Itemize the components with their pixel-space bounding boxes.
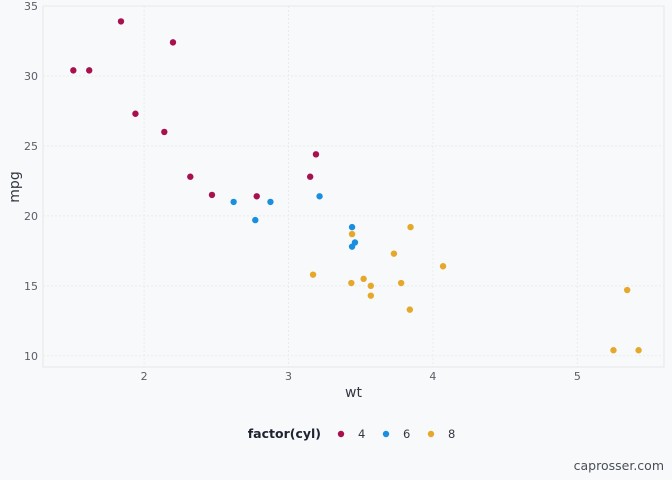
gridlines [43, 5, 664, 367]
data-point-cyl-4 [86, 67, 93, 74]
data-point-cyl-8 [610, 347, 617, 354]
data-point-cyl-6 [351, 239, 359, 246]
legend-label-8: 8 [448, 427, 455, 441]
data-point-cyl-8 [309, 271, 317, 278]
data-point-cyl-8 [397, 279, 405, 287]
data-point-cyl-4 [70, 67, 77, 74]
data-point-cyl-8 [439, 263, 447, 270]
x-axis-ticks: 2 3 4 5 [141, 370, 581, 383]
legend-items: 4 6 8 [337, 427, 455, 441]
legend-title: factor(cyl) [248, 426, 321, 441]
data-point-cyl-8 [360, 275, 367, 283]
legend-label-6: 6 [403, 427, 410, 441]
legend-key-8 [427, 430, 435, 438]
data-point-cyl-4 [306, 173, 314, 180]
y-axis-ticks: 10 15 20 25 30 35 [24, 0, 38, 363]
data-point-cyl-8 [407, 223, 414, 231]
data-points [70, 18, 642, 354]
x-tick-label: 2 [141, 370, 148, 383]
legend-label-4: 4 [358, 427, 365, 441]
y-tick-label: 20 [24, 210, 38, 223]
legend-key-6 [382, 430, 390, 438]
data-point-cyl-4 [132, 110, 139, 117]
data-point-cyl-4 [312, 151, 320, 158]
plot-panel [42, 5, 665, 368]
x-tick-label: 4 [429, 370, 436, 383]
data-point-cyl-4 [169, 39, 177, 46]
y-axis-title: mpg [7, 171, 23, 202]
x-axis-title: wt [345, 385, 362, 401]
data-point-cyl-8 [348, 279, 355, 287]
data-point-cyl-8 [406, 306, 414, 313]
y-tick-label: 30 [24, 70, 38, 83]
y-tick-label: 10 [24, 350, 38, 363]
data-point-cyl-8 [367, 292, 375, 299]
legend-key-4 [337, 430, 345, 438]
data-point-cyl-4 [253, 193, 260, 200]
y-tick-label: 15 [24, 280, 38, 293]
data-point-cyl-8 [623, 286, 631, 294]
data-point-cyl-8 [390, 250, 398, 257]
data-point-cyl-6 [252, 216, 259, 224]
legend: factor(cyl) 4 6 8 [248, 426, 456, 441]
y-tick-label: 25 [24, 140, 38, 153]
data-point-cyl-4 [117, 18, 125, 25]
data-point-cyl-4 [187, 173, 194, 180]
data-point-cyl-4 [208, 191, 216, 199]
data-point-cyl-6 [316, 193, 323, 200]
data-point-cyl-8 [367, 282, 375, 290]
data-point-cyl-6 [230, 198, 237, 206]
y-tick-label: 35 [24, 0, 38, 13]
data-point-cyl-4 [161, 128, 168, 136]
data-point-cyl-8 [635, 347, 642, 354]
caption: caprosser.com [574, 458, 664, 473]
x-tick-label: 5 [574, 370, 581, 383]
data-point-cyl-6 [348, 223, 356, 231]
data-point-cyl-8 [348, 230, 356, 238]
x-tick-label: 3 [285, 370, 292, 383]
data-point-cyl-6 [267, 198, 274, 206]
